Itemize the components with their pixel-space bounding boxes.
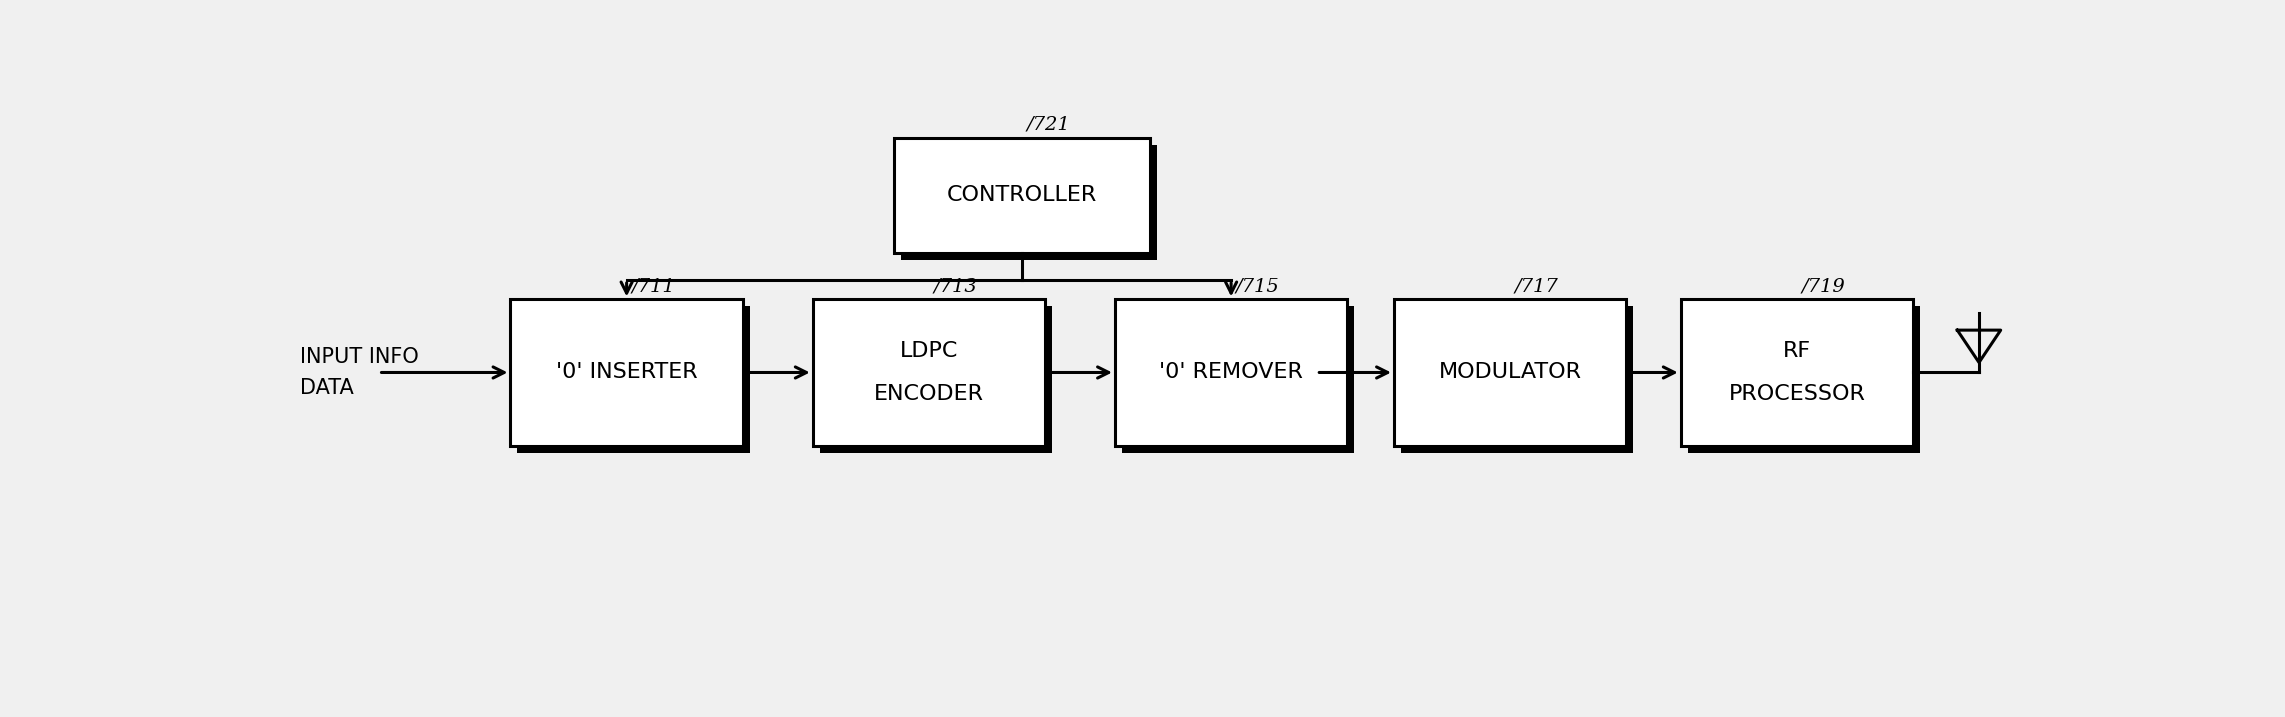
Text: CONTROLLER: CONTROLLER [946,186,1097,205]
Text: '0' REMOVER: '0' REMOVER [1158,363,1302,382]
Text: /721: /721 [1026,115,1072,134]
Bar [820,306,1051,452]
Bar [893,138,1149,253]
Bar [1401,306,1634,452]
Bar [1122,306,1355,452]
Bar [1115,299,1348,446]
Bar [813,299,1044,446]
Bar [1682,299,1913,446]
Bar [510,299,743,446]
Text: RF: RF [1782,341,1812,361]
Text: /711: /711 [631,277,674,295]
Text: /715: /715 [1236,277,1280,295]
Bar [516,306,749,452]
Text: /713: /713 [935,277,978,295]
Text: '0' INSERTER: '0' INSERTER [555,363,697,382]
Text: ENCODER: ENCODER [873,384,985,404]
Text: MODULATOR: MODULATOR [1440,363,1581,382]
Bar [1689,306,1919,452]
Text: /719: /719 [1801,277,1846,295]
Text: /717: /717 [1515,277,1558,295]
Bar [1394,299,1627,446]
Bar [900,145,1156,260]
Text: DATA: DATA [299,378,354,398]
Text: INPUT INFO: INPUT INFO [299,347,418,367]
Text: LDPC: LDPC [900,341,957,361]
Text: PROCESSOR: PROCESSOR [1727,384,1865,404]
